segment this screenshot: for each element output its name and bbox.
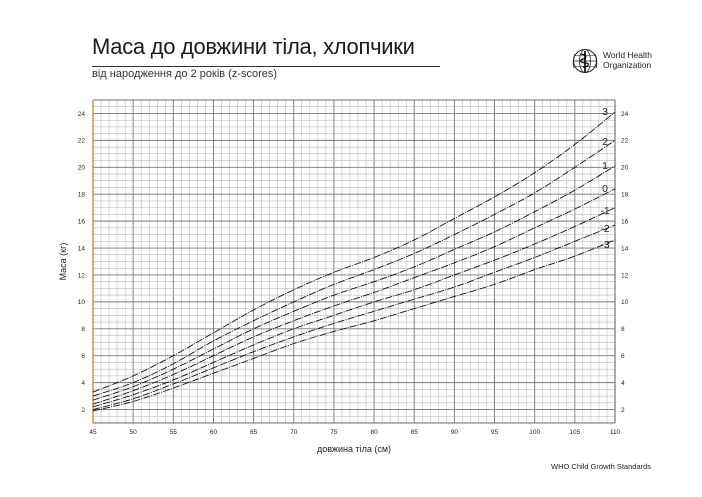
y-tick-label-right: 8 [621, 326, 625, 333]
z-score-curve [92, 111, 616, 393]
y-tick-label-left: 8 [81, 326, 85, 333]
x-tick-label: 85 [411, 429, 419, 436]
x-tick-label: 110 [610, 429, 621, 436]
x-tick-label: 90 [451, 429, 459, 436]
y-tick-label-left: 12 [78, 272, 86, 279]
z-score-label: 1 [602, 160, 608, 172]
z-score-label: -3 [600, 239, 609, 251]
x-axis-label: довжина тіла (см) [317, 444, 391, 454]
z-score-label: 2 [602, 136, 608, 148]
y-tick-label-left: 24 [78, 111, 86, 118]
y-tick-label-left: 10 [78, 299, 86, 306]
x-tick-label: 95 [491, 429, 499, 436]
y-tick-label-right: 6 [621, 353, 625, 360]
x-tick-label: 50 [130, 429, 138, 436]
z-score-curve [92, 188, 616, 405]
chart-title: Маса до довжини тіла, хлопчики [92, 34, 415, 59]
x-tick-label: 75 [330, 429, 338, 436]
x-tick-label: 65 [250, 429, 258, 436]
y-axis-label: Маса (кг) [58, 243, 68, 281]
who-name-line2: Organization [603, 60, 652, 70]
z-score-curve [92, 224, 616, 410]
y-tick-label-right: 2 [621, 407, 625, 414]
y-tick-label-left: 18 [78, 192, 86, 199]
x-tick-label: 60 [210, 429, 218, 436]
z-score-label: 3 [602, 106, 608, 118]
x-tick-label: 45 [89, 429, 97, 436]
y-tick-label-right: 14 [621, 245, 629, 252]
y-tick-label-right: 20 [621, 165, 629, 172]
z-score-label: 0 [602, 183, 608, 195]
title-underline [92, 66, 440, 67]
who-name-line1: World Health [603, 50, 652, 60]
source-footer: WHO Child Growth Standards [551, 462, 652, 471]
who-name: World Health Organization [603, 50, 673, 70]
y-tick-label-right: 16 [621, 218, 629, 225]
y-tick-label-right: 22 [621, 138, 629, 145]
x-tick-label: 80 [370, 429, 378, 436]
x-tick-label: 55 [170, 429, 178, 436]
z-score-curve [92, 165, 616, 401]
y-tick-label-right: 24 [621, 111, 629, 118]
y-tick-label-left: 14 [78, 245, 86, 252]
y-tick-label-left: 4 [81, 380, 85, 387]
y-tick-label-left: 2 [81, 407, 85, 414]
y-tick-label-right: 12 [621, 272, 629, 279]
y-tick-label-left: 16 [78, 218, 86, 225]
y-tick-label-left: 20 [78, 165, 86, 172]
who-emblem-icon [572, 49, 598, 73]
x-tick-label: 105 [569, 429, 580, 436]
z-score-label: -1 [600, 205, 609, 217]
y-tick-label-right: 10 [621, 299, 629, 306]
y-tick-label-right: 4 [621, 380, 625, 387]
x-tick-label: 100 [529, 429, 540, 436]
z-score-curve [92, 239, 616, 412]
z-score-curve [92, 207, 616, 408]
y-tick-label-right: 18 [621, 192, 629, 199]
y-tick-label-left: 6 [81, 353, 85, 360]
y-tick-label-left: 22 [78, 138, 86, 145]
x-tick-label: 70 [290, 429, 298, 436]
chart-subtitle: від народження до 2 років (z-scores) [92, 68, 278, 80]
z-score-label: -2 [600, 223, 609, 235]
z-score-curve [92, 140, 616, 397]
